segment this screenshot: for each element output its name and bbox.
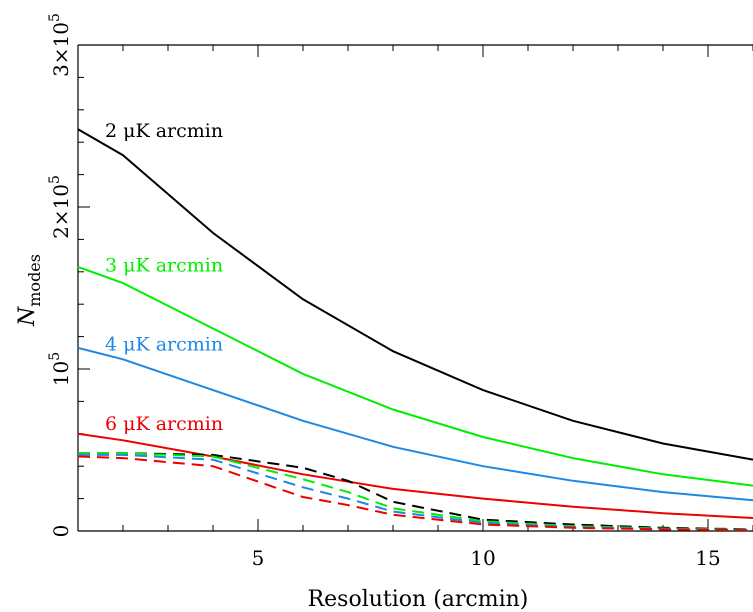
series-label: 2 μK arcmin: [105, 120, 223, 142]
dashed-series-line: [78, 453, 753, 531]
series-line: [77, 265, 753, 487]
series-line: [77, 346, 753, 502]
series-label: 6 μK arcmin: [105, 413, 223, 435]
series-layer: [77, 128, 753, 532]
svg-text:105: 105: [47, 352, 73, 386]
y-tick-label: 105: [47, 352, 73, 386]
x-tick-label: 10: [470, 546, 495, 570]
series-line: [77, 128, 753, 461]
y-tick-label: 0: [49, 525, 73, 538]
series-line: [77, 432, 753, 519]
svg-text:0: 0: [49, 525, 73, 538]
y-axis-label: Nmodes: [15, 254, 44, 327]
tick-labels: 5 10 15 0 105 2×105 3×105: [47, 13, 721, 570]
dashed-series-line: [77, 455, 753, 532]
x-axis-label: Resolution (arcmin): [308, 587, 529, 612]
y-tick-label: 2×105: [47, 175, 73, 239]
x-tick-label: 15: [695, 546, 720, 570]
y-tick-label: 3×105: [47, 13, 73, 77]
svg-text:2×105: 2×105: [47, 175, 73, 239]
plot-axes: [77, 44, 753, 532]
svg-text:3×105: 3×105: [47, 13, 73, 77]
x-tick-label: 5: [252, 546, 265, 570]
svg-text:Nmodes: Nmodes: [15, 254, 44, 327]
y-axis-label-main: N: [15, 306, 40, 327]
series-label: 3 μK arcmin: [105, 254, 223, 276]
annotations-layer: 2 μK arcmin 3 μK arcmin 4 μK arcmin 6 μK ar…: [105, 120, 223, 435]
series-label: 4 μK arcmin: [105, 334, 223, 356]
y-axis-label-subscript: modes: [25, 254, 44, 307]
